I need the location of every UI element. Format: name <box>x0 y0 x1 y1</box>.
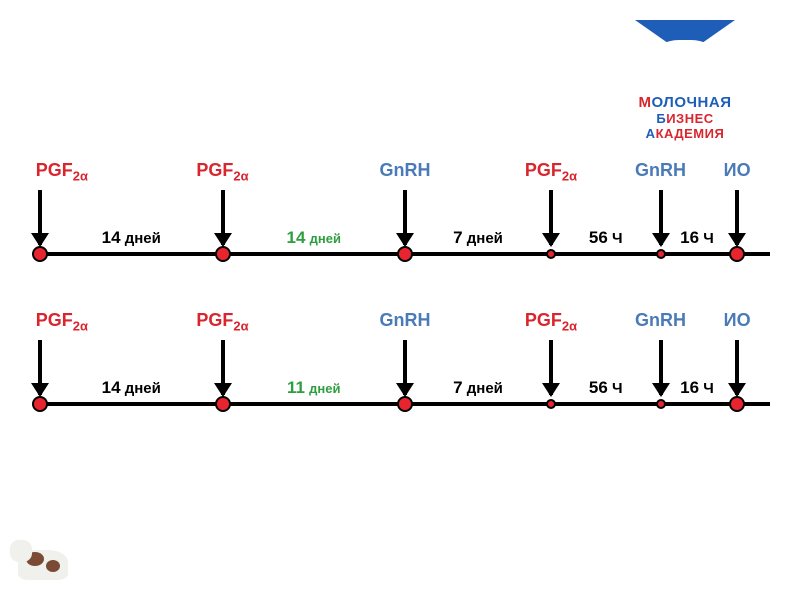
interval-label: 11 дней <box>287 378 340 398</box>
interval-label: 7 дней <box>453 378 503 398</box>
interval-label: 14 дней <box>287 228 341 248</box>
event-arrow <box>659 190 663 245</box>
logo-text-line3: АКАДЕМИЯ <box>610 126 760 141</box>
interval-label: 14 дней <box>102 228 161 248</box>
event-arrow <box>549 190 553 245</box>
event-label-pgf: PGF2α <box>525 310 577 334</box>
event-label-pgf: PGF2α <box>36 160 88 184</box>
logo-text-line1: МОЛОЧНАЯ <box>610 94 760 111</box>
logo-text-line2: БИЗНЕС <box>610 111 760 126</box>
event-arrow <box>403 340 407 395</box>
event-label-gnrh: GnRH <box>635 310 686 331</box>
interval-label: 16 Ч <box>680 228 714 248</box>
timeline-node <box>397 246 413 262</box>
protocol-timeline-2: PGF2αPGF2αGnRHPGF2αGnRHИО14 дней11 дней7… <box>40 310 770 430</box>
timeline-node <box>215 396 231 412</box>
event-label-pgf: PGF2α <box>196 160 248 184</box>
interval-label: 56 Ч <box>589 228 623 248</box>
event-label-pgf: PGF2α <box>36 310 88 334</box>
timeline-node <box>729 396 745 412</box>
timeline-node <box>397 396 413 412</box>
event-label-gnrh: GnRH <box>380 160 431 181</box>
event-label-pgf: PGF2α <box>525 160 577 184</box>
event-label-gnrh: GnRH <box>635 160 686 181</box>
timeline-node <box>546 249 556 259</box>
event-label-io: ИО <box>724 160 751 181</box>
event-arrow <box>38 340 42 395</box>
event-arrow <box>403 190 407 245</box>
timeline-node <box>546 399 556 409</box>
event-label-io: ИО <box>724 310 751 331</box>
event-arrow <box>221 190 225 245</box>
event-arrow <box>549 340 553 395</box>
timeline-node <box>729 246 745 262</box>
timeline-node <box>656 249 666 259</box>
timeline-node <box>656 399 666 409</box>
timeline-node <box>215 246 231 262</box>
cow-illustration <box>8 530 73 590</box>
interval-label: 14 дней <box>102 378 161 398</box>
timeline-node <box>32 396 48 412</box>
event-arrow <box>221 340 225 395</box>
event-label-gnrh: GnRH <box>380 310 431 331</box>
timeline-node <box>32 246 48 262</box>
event-label-pgf: PGF2α <box>196 310 248 334</box>
event-arrow <box>735 340 739 395</box>
interval-label: 16 Ч <box>680 378 714 398</box>
brand-logo: МОЛОЧНАЯ БИЗНЕС АКАДЕМИЯ <box>610 20 760 141</box>
protocol-timeline-1: PGF2αPGF2αGnRHPGF2αGnRHИО14 дней14 дней7… <box>40 160 770 280</box>
interval-label: 7 дней <box>453 228 503 248</box>
interval-label: 56 Ч <box>589 378 623 398</box>
event-arrow <box>735 190 739 245</box>
event-arrow <box>659 340 663 395</box>
event-arrow <box>38 190 42 245</box>
logo-graphic <box>630 20 740 90</box>
